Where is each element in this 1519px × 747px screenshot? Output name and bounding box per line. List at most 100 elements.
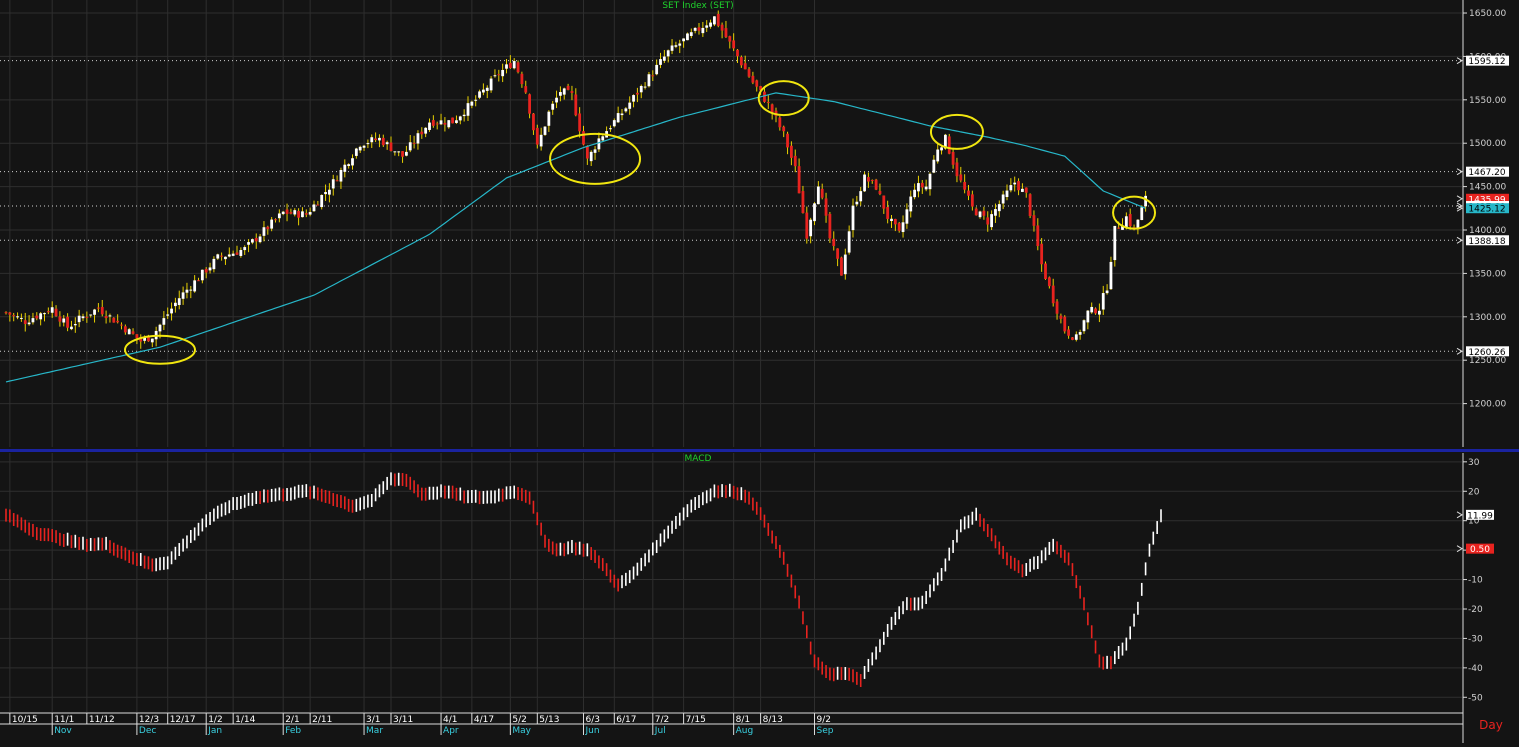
candle-up [493, 75, 497, 77]
candle-down [790, 145, 793, 158]
candle-up [562, 88, 566, 95]
candle-up [108, 315, 112, 317]
candle-up [482, 89, 485, 93]
price-axis-tick-label: 1650.00 [1469, 9, 1506, 19]
price-axis-tick-label: 1400.00 [1469, 226, 1506, 236]
candle-down [116, 320, 120, 323]
candle-down [870, 179, 874, 181]
candle-down [508, 62, 512, 68]
macd-axis-tick-label: 30 [1468, 458, 1480, 468]
price-chart-title: SET Index (SET) [662, 1, 733, 11]
macd-chart-title: MACD [685, 454, 712, 464]
candle-down [793, 155, 797, 167]
date-tick-label: 5/2 [512, 715, 526, 725]
candle-up [1113, 225, 1117, 261]
macd-value-tag [1466, 509, 1494, 520]
candle-down [431, 120, 435, 126]
candle-up [863, 174, 866, 192]
candle-down [443, 122, 447, 125]
price-value-tag [1466, 55, 1509, 66]
candle-up [70, 326, 73, 330]
candle-up [628, 102, 632, 109]
candle-down [412, 142, 416, 144]
candle-up [936, 149, 940, 162]
candle-down [204, 268, 208, 273]
candle-up [940, 147, 943, 151]
price-axis-tick-label: 1300.00 [1469, 313, 1506, 323]
candle-up [485, 87, 489, 91]
candle-up [89, 314, 93, 316]
candle-down [728, 36, 732, 42]
candle-down [755, 80, 759, 87]
candle-up [813, 203, 816, 222]
candle-up [462, 114, 466, 117]
candle-up [185, 289, 189, 293]
candle-up [905, 209, 909, 224]
candle-down [1071, 337, 1074, 340]
candle-up [293, 210, 297, 215]
highlight-ring [1112, 195, 1157, 230]
candle-down [882, 195, 886, 209]
candle-down [497, 74, 501, 76]
date-tick-label: 4/17 [474, 715, 494, 725]
candle-up [93, 309, 96, 315]
candle-up [859, 191, 863, 202]
macd-axis-tick-label: -40 [1468, 664, 1483, 674]
candle-up [501, 69, 505, 77]
candle-down [759, 86, 762, 91]
candle-up [405, 151, 408, 156]
candle-down [316, 204, 320, 206]
candle-up [620, 113, 624, 116]
candle-up [397, 151, 401, 153]
candle-up [1136, 219, 1140, 230]
candle-up [81, 316, 85, 319]
candle-down [770, 104, 774, 113]
candle-down [963, 181, 967, 190]
candle-down [1032, 215, 1036, 226]
candle-down [451, 117, 454, 124]
candle-down [254, 238, 258, 242]
candle-down [820, 188, 824, 198]
macd-marker-arrow [1456, 545, 1463, 553]
macd-bars [5, 472, 1162, 687]
candle-up [1082, 320, 1086, 332]
candle-down [867, 177, 870, 182]
price-axis-tick-label: 1500.00 [1469, 139, 1506, 149]
macd-axis-tick-label: -50 [1468, 693, 1483, 703]
candle-down [570, 91, 574, 93]
price-value-label: 1388.18 [1468, 237, 1505, 247]
candle-down [297, 210, 300, 218]
time-axis: 10/15 11/1 11/12 12/3 12/17 1/2 1/14 2/1 2/11 3/1… [0, 712, 1464, 743]
candle-up [362, 145, 366, 148]
date-tick-label: 2/11 [312, 715, 332, 725]
candle-up [393, 151, 397, 153]
date-tick-label: 8/1 [736, 715, 750, 725]
candle-up [901, 222, 905, 233]
month-tick-label: Jul [654, 726, 666, 736]
candle-up [324, 192, 327, 195]
candle-up [50, 307, 54, 313]
candle-up [150, 338, 154, 343]
candle-up [489, 78, 493, 91]
candle-down [986, 217, 990, 225]
candle-up [1009, 185, 1013, 191]
candle-down [1051, 285, 1055, 304]
candle-up [358, 146, 362, 151]
candle-up [686, 33, 689, 41]
candle-down [763, 91, 766, 102]
candle-down [1024, 187, 1028, 193]
period-label[interactable]: Day [1479, 718, 1503, 732]
candle-up [990, 214, 993, 228]
month-tick-label: Jun [585, 726, 600, 736]
candle-up [1105, 290, 1109, 294]
date-tick-label: 4/1 [443, 715, 457, 725]
candle-up [643, 86, 647, 88]
candle-up [216, 254, 220, 259]
candle-up [428, 122, 431, 130]
candle-down [832, 238, 836, 246]
candle-up [693, 27, 697, 31]
macd-axis-tick-label: -10 [1468, 576, 1483, 586]
candle-up [455, 120, 458, 123]
macd-axis-tick-label: 10 [1468, 517, 1480, 527]
candle-up [447, 120, 451, 128]
